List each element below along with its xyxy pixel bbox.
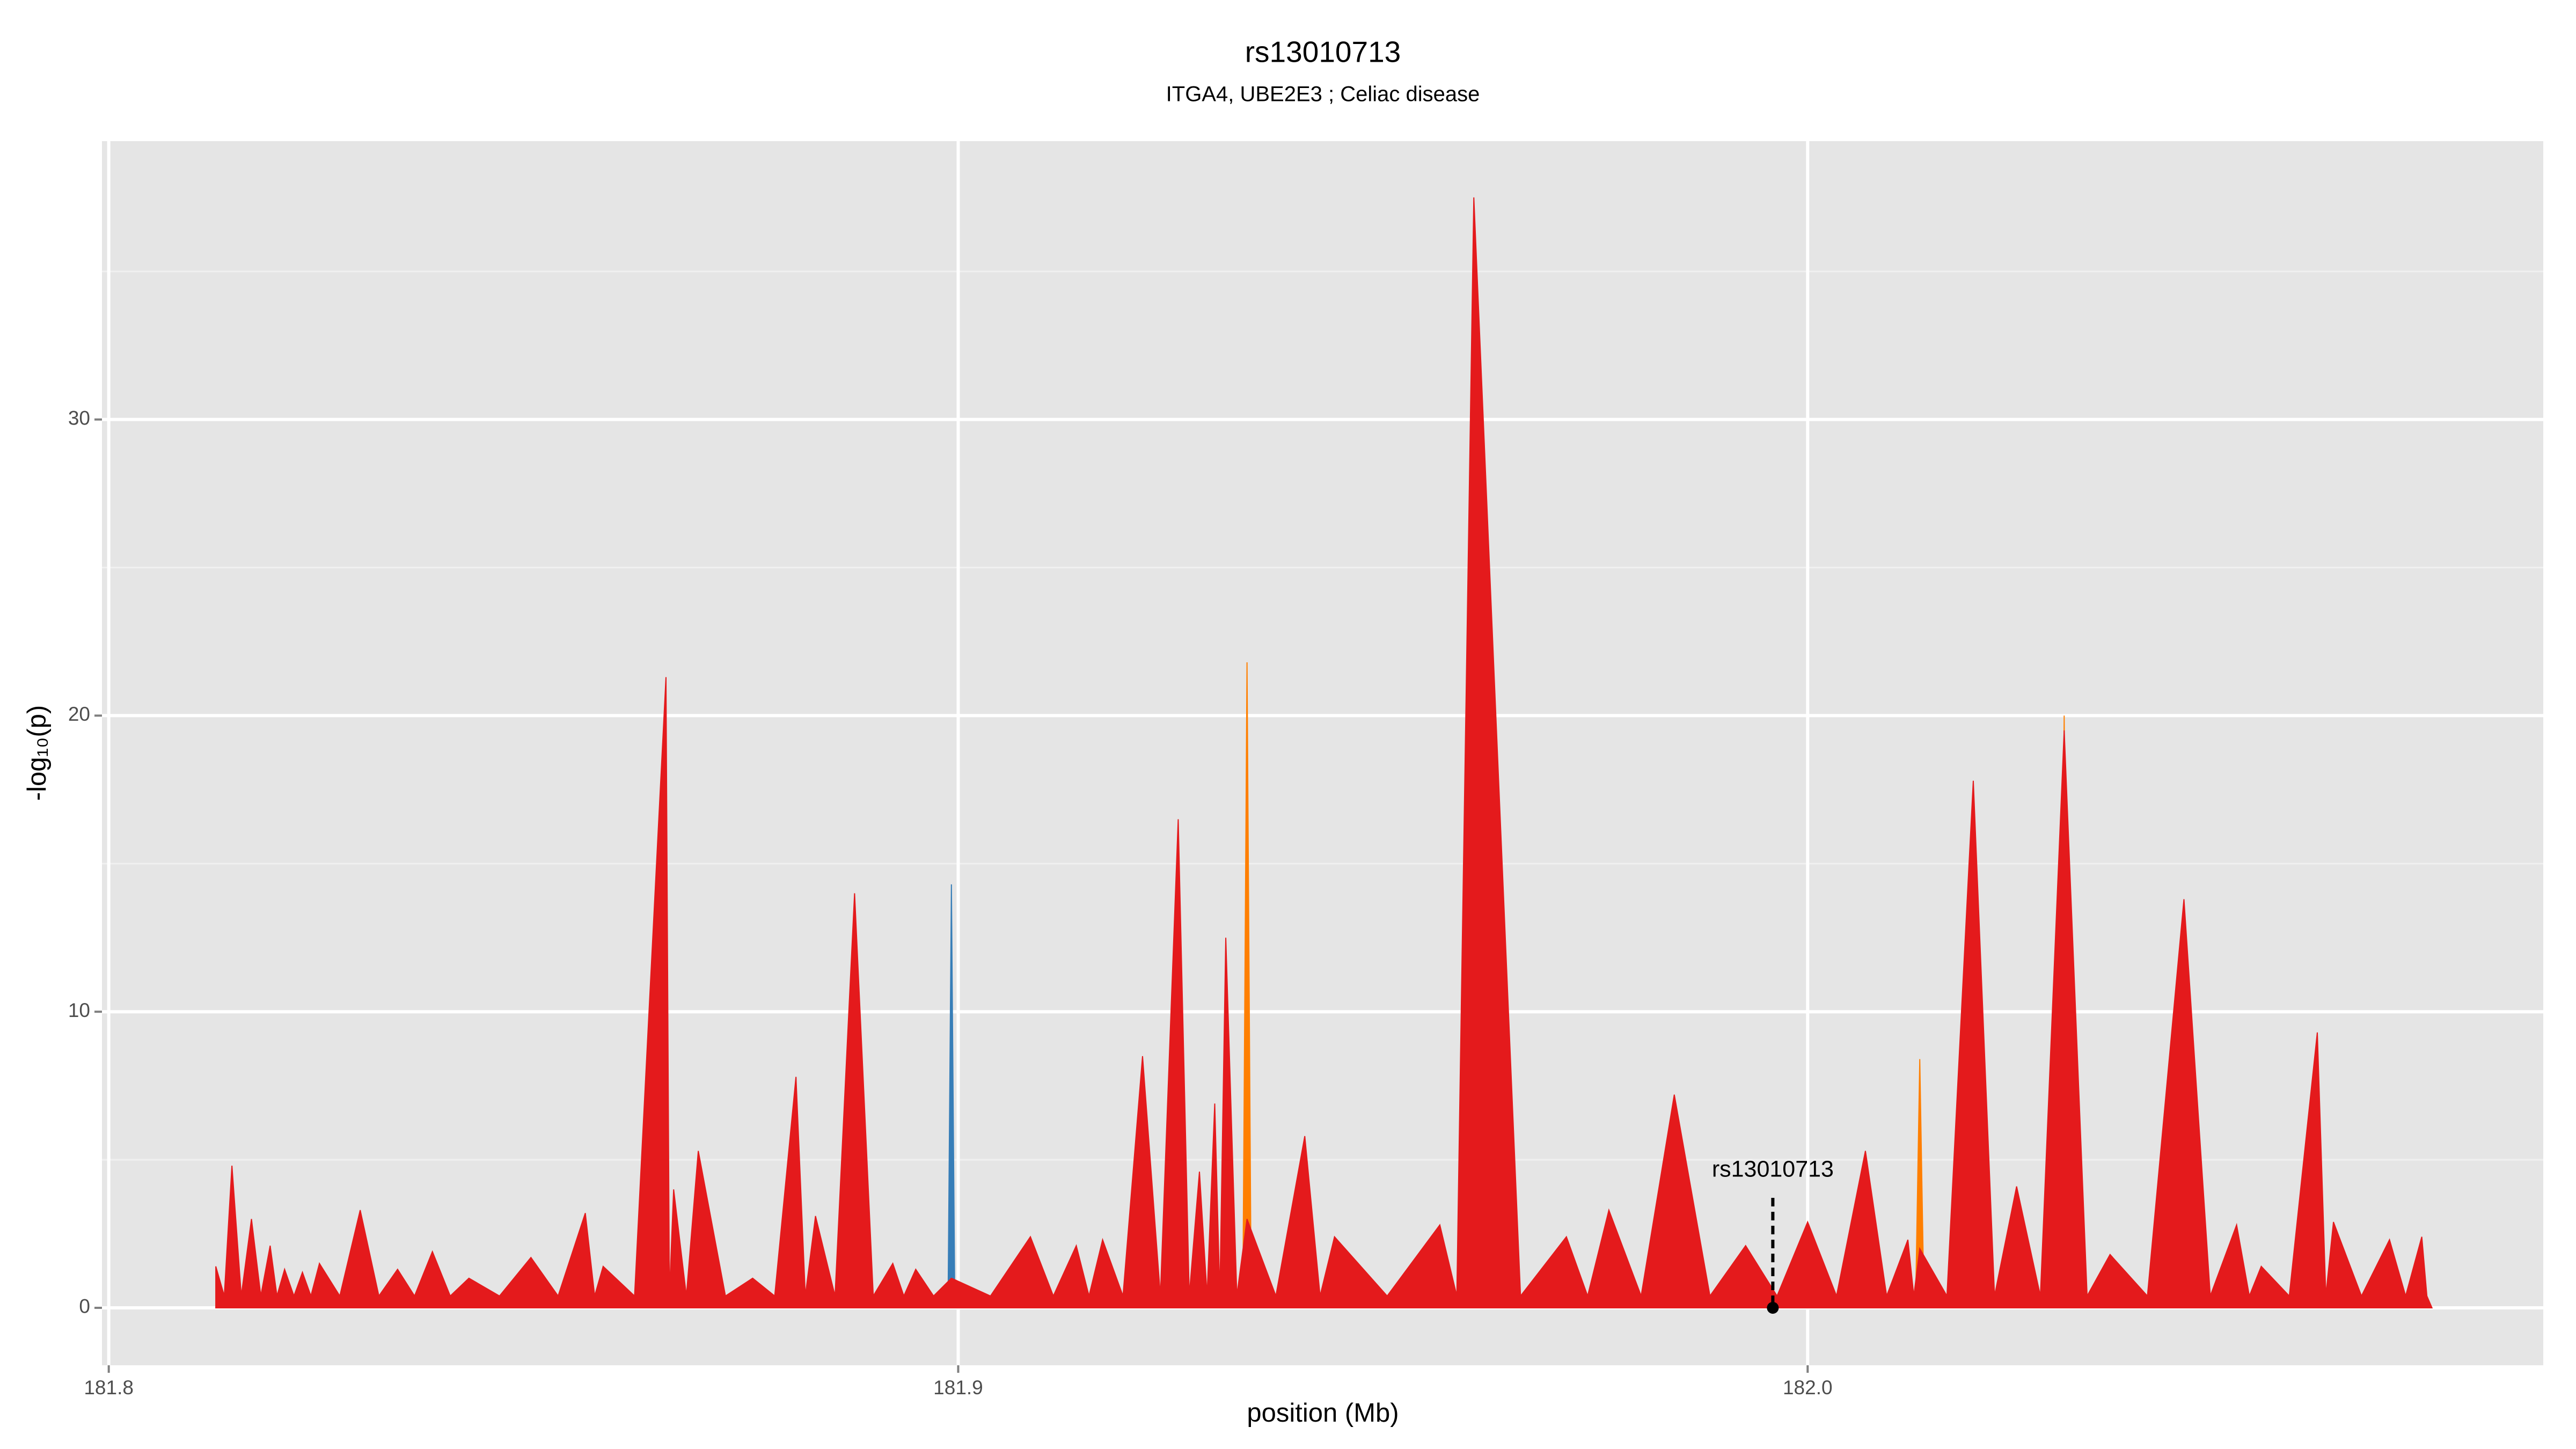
area	[215, 197, 2433, 1308]
y-tick-label: 20	[68, 703, 90, 725]
annotation-point	[1767, 1301, 1779, 1314]
y-tick-label: 0	[79, 1296, 90, 1318]
x-tick-label: 182.0	[1783, 1377, 1833, 1399]
y-tick-label: 10	[68, 999, 90, 1021]
plot-panel	[102, 141, 2543, 1365]
x-tick-label: 181.9	[933, 1377, 983, 1399]
x-axis-label: position (Mb)	[1247, 1399, 1399, 1428]
chart-subtitle: ITGA4, UBE2E3 ; Celiac disease	[1166, 83, 1480, 106]
y-tick-label: 30	[68, 407, 90, 429]
x-tick-label: 181.8	[84, 1377, 134, 1399]
chart-title: rs13010713	[1245, 35, 1401, 69]
annotation-label: rs13010713	[1712, 1156, 1834, 1182]
y-axis-label: -log₁₀(p)	[23, 705, 52, 801]
